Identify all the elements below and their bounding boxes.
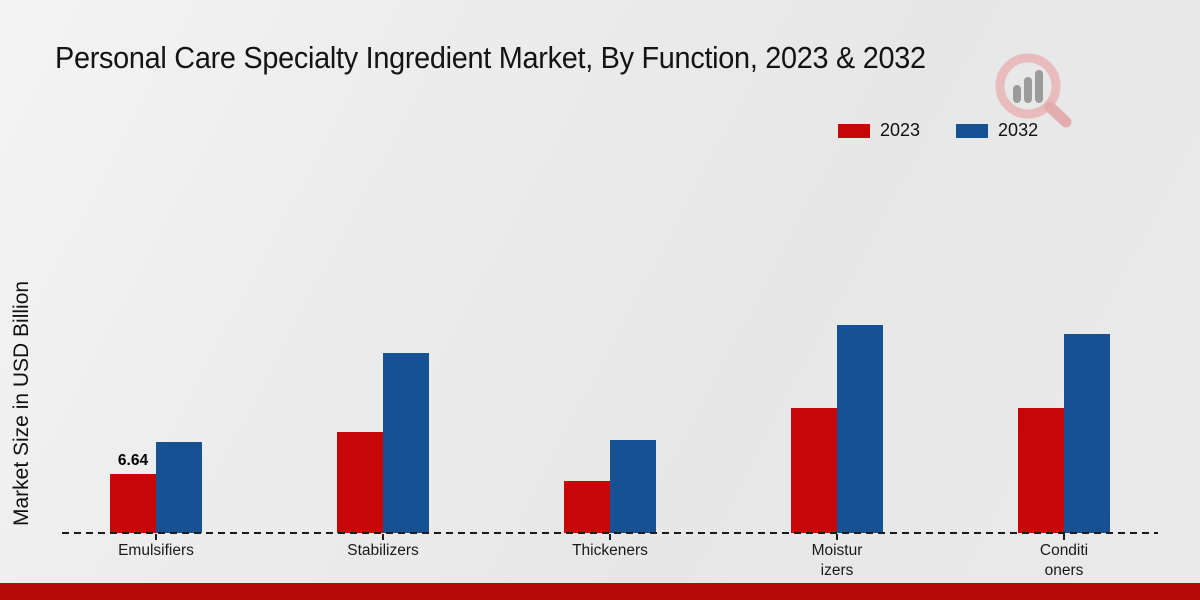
bar-2023-thickeners — [564, 481, 610, 533]
bar-2023-stabilizers — [337, 432, 383, 533]
x-label-moisturizers: Moistur izers — [811, 542, 863, 579]
legend-swatch-2023 — [838, 123, 870, 138]
x-tick-conditioners — [1063, 534, 1065, 540]
legend: 2023 2032 — [838, 120, 1038, 141]
data-label-2023-emulsifiers: 6.64 — [117, 452, 149, 470]
legend-label-2032: 2032 — [998, 120, 1039, 140]
legend-item-2023: 2023 — [838, 120, 920, 141]
x-tick-moisturizers — [836, 534, 838, 540]
bar-2023-emulsifiers — [110, 474, 156, 533]
legend-item-2032: 2032 — [956, 120, 1038, 141]
x-label-conditioners: Conditi oners — [1039, 542, 1089, 579]
footer-stripe — [0, 583, 1200, 600]
legend-swatch-2032 — [956, 123, 989, 138]
bar-2032-moisturizers — [837, 325, 883, 533]
bar-2032-thickeners — [610, 440, 656, 533]
bar-2032-stabilizers — [383, 353, 429, 533]
x-tick-stabilizers — [382, 534, 384, 540]
y-axis-label: Market Size in USD Billion — [10, 280, 33, 526]
x-tick-emulsifiers — [155, 534, 157, 540]
magnifier-bar-chart-watermark-icon — [995, 53, 1072, 128]
bar-2032-conditioners — [1064, 334, 1110, 533]
chart-title: Personal Care Specialty Ingredient Marke… — [55, 40, 926, 75]
bar-2023-moisturizers — [791, 408, 837, 533]
x-label-stabilizers: Stabilizers — [347, 542, 419, 559]
bar-2023-conditioners — [1018, 408, 1064, 533]
x-label-emulsifiers: Emulsifiers — [118, 542, 194, 559]
x-label-thickeners: Thickeners — [572, 542, 648, 559]
legend-label-2023: 2023 — [880, 120, 921, 140]
bar-2032-emulsifiers — [156, 442, 202, 533]
x-axis-line — [62, 532, 1158, 534]
x-tick-thickeners — [609, 534, 611, 540]
